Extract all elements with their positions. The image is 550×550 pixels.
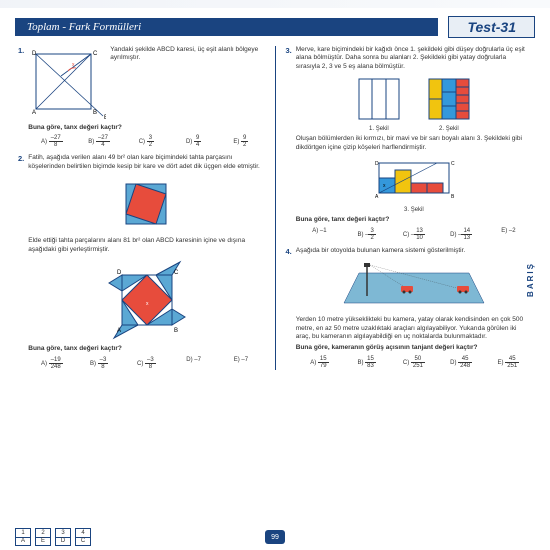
- test-number: Test-31: [448, 16, 535, 38]
- question-2: 2. Fatih, aşağıda verilen alanı 49 br² o…: [18, 154, 265, 369]
- q3-caption2: 2. Şekil: [424, 126, 474, 132]
- page-number: 99: [265, 530, 285, 544]
- q4-figure: [339, 258, 489, 313]
- q2-text2: Elde ettiği tahta parçalarını alanı 81 b…: [28, 237, 264, 254]
- svg-text:D: D: [117, 270, 122, 276]
- q1-figure: x D C A B E: [28, 46, 106, 124]
- svg-text:B: B: [451, 194, 455, 200]
- answer-key: 1A 2E 3D 4C: [15, 528, 91, 546]
- q3-caption1: 1. Şekil: [354, 126, 404, 132]
- svg-text:D: D: [375, 161, 379, 167]
- q4-number: 4.: [286, 247, 292, 369]
- svg-text:A: A: [32, 110, 36, 116]
- q3-text1: Merve, kare biçimindeki bir kağıdı önce …: [296, 46, 532, 71]
- q1-options: A) –278 B) –274 C) 32 D) 94 E) 92: [28, 135, 264, 148]
- question-1: 1. x D C A B E Yandaki şekilde ABCD karesi…: [18, 46, 265, 148]
- main-content: 1. x D C A B E Yandaki şekilde ABCD karesi…: [0, 42, 550, 374]
- q4-options: A) 1579 B) 1583 C) 50251 D) 45248 E) 452…: [296, 356, 532, 369]
- q3-figure1: [354, 74, 404, 124]
- q3-caption3: 3. Şekil: [296, 207, 532, 213]
- q3-figure2: [424, 74, 474, 124]
- q4-text2: Yerden 10 metre yükseklikteki bu kamera,…: [296, 316, 532, 341]
- q1-text: Yandaki şekilde ABCD karesi, üç eşit ala…: [110, 46, 264, 121]
- sidebar-text: BARIŞ: [526, 262, 535, 297]
- svg-text:B: B: [174, 328, 178, 334]
- q4-prompt: Buna göre, kameranın görüş açısının tanj…: [296, 344, 532, 352]
- svg-text:x: x: [72, 62, 75, 68]
- column-divider: [275, 46, 276, 370]
- q3-text2: Oluşan bölümlerden iki kırmızı, bir mavi…: [296, 135, 532, 152]
- q2-figure2: x DC AB: [104, 257, 189, 342]
- decorative-topbar: [0, 0, 550, 8]
- svg-text:B: B: [93, 110, 97, 116]
- page-header: Toplam - Fark Formülleri Test-31: [0, 8, 550, 42]
- answer-box: 4C: [75, 528, 91, 546]
- q2-number: 2.: [18, 154, 24, 369]
- q3-figure3: DC AB x: [369, 155, 459, 205]
- svg-text:E: E: [104, 115, 106, 121]
- q4-text1: Aşağıda bir otoyolda bulunan kamera sist…: [296, 247, 532, 255]
- svg-text:D: D: [32, 51, 37, 57]
- chapter-title: Toplam - Fark Formülleri: [15, 18, 438, 36]
- q2-options: A) –19248 B) –38 C) –38 D) –7 E) –7: [28, 357, 264, 370]
- answer-box: 3D: [55, 528, 71, 546]
- answer-box: 1A: [15, 528, 31, 546]
- svg-text:C: C: [174, 270, 179, 276]
- svg-text:A: A: [117, 328, 121, 334]
- question-4: 4. Aşağıda bir otoyolda bulunan kamera s…: [286, 247, 533, 369]
- svg-text:A: A: [375, 194, 379, 200]
- q3-number: 3.: [286, 46, 292, 241]
- q2-figure1: [116, 174, 176, 234]
- right-column: 3. Merve, kare biçimindeki bir kağıdı ön…: [286, 46, 533, 370]
- q3-options: A) –1 B) –32 C) –1310 D) –1413 E) –2: [296, 228, 532, 241]
- q2-prompt: Buna göre, tanx değeri kaçtır?: [28, 345, 264, 353]
- left-column: 1. x D C A B E Yandaki şekilde ABCD karesi…: [18, 46, 265, 370]
- question-3: 3. Merve, kare biçimindeki bir kağıdı ön…: [286, 46, 533, 241]
- svg-text:C: C: [93, 51, 98, 57]
- q1-prompt: Buna göre, tanx değeri kaçtır?: [28, 124, 264, 132]
- svg-text:C: C: [451, 161, 455, 167]
- answer-box: 2E: [35, 528, 51, 546]
- q1-number: 1.: [18, 46, 24, 148]
- q3-prompt: Buna göre, tanx değeri kaçtır?: [296, 216, 532, 224]
- q2-text1: Fatih, aşağıda verilen alanı 49 br² olan…: [28, 154, 264, 171]
